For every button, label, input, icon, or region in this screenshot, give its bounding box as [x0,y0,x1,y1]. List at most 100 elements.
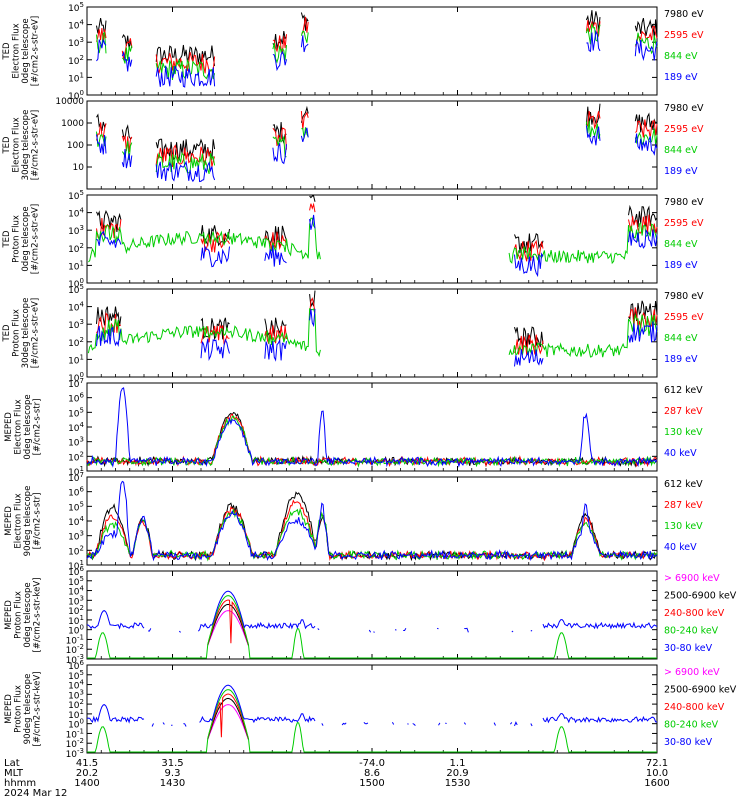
y-tick-label: 10000 [55,97,84,107]
footer-row-label: hhmm [4,778,36,789]
y-tick-label: 10 [73,163,85,173]
lat-value: 72.1 [646,758,668,769]
legend-entry: > 6900 keV [664,667,720,678]
footer-row-label: Lat [4,758,20,769]
y-tick-label: 105 [68,189,84,202]
y-axis-label-line: 0deg telescope [21,206,31,271]
y-axis-label-line: Electron Flux [13,493,23,548]
y-axis-label: MEPED Electron Flux 90deg telescope [#/cm2-… [4,486,43,557]
y-axis-label: TED Electron Flux 0deg telescope [#/cm2-s-s… [2,16,41,86]
legend-entry: 189 eV [664,260,698,271]
legend-entry: 240-800 keV [664,702,725,713]
lat-value: 41.5 [76,758,98,769]
series-line [96,125,658,183]
series-line [96,10,658,66]
series-line [207,697,249,740]
y-tick-label: 103 [68,436,84,449]
legend-entry: 40 keV [664,542,697,553]
footer-row-label: MLT [4,768,24,779]
series-line [96,103,658,161]
y-tick-label: 104 [68,421,84,434]
legend-entry: 2595 eV [664,312,704,323]
legend-entry: 7980 eV [664,103,704,114]
legend-entry: 844 eV [664,239,698,250]
y-tick-label: 102 [68,336,84,349]
legend-entry: 80-240 keV [664,626,719,637]
y-axis-label-line: TED [2,136,12,155]
series-line [207,704,249,740]
series-line [208,694,501,739]
y-tick-label: 101 [68,259,84,272]
y-axis-label-line: Electron Flux [11,23,21,78]
y-axis-label: MEPED Electron Flux 0deg telescope [#/cm2-s… [4,394,43,459]
legend-entry: 2595 eV [664,124,704,135]
y-tick-label: 102 [68,544,84,557]
series-line [96,290,658,348]
y-tick-label: 101 [68,353,84,366]
legend-entry: 189 eV [664,354,698,365]
y-tick-label: 104 [68,207,84,220]
hhmm-value: 1430 [160,778,185,789]
y-tick-label: 100 [67,141,84,151]
lat-value: 31.5 [161,758,183,769]
legend-entry: 30-80 keV [664,643,713,654]
y-axis-label-line: [#/cm2-s-str-eV] [30,298,40,368]
y-axis-label-line: 0deg telescope [23,582,33,647]
legend-entry: 2595 eV [664,30,704,41]
legend-entry: 7980 eV [664,9,704,20]
legend-entry: 844 eV [664,145,698,156]
y-axis-label-line: Proton Flux [11,215,21,263]
mlt-value: 20.9 [446,768,468,779]
y-axis-label-line: [#/cm2-s-str-keV] [32,578,42,653]
legend-entry: > 6900 keV [664,573,720,584]
series-line [86,491,658,562]
series-line [96,202,658,262]
legend-entry: 189 eV [664,166,698,177]
panel-frame [86,570,658,660]
legend-entry: 612 keV [664,479,703,490]
series-line [86,499,658,562]
legend-entry: 7980 eV [664,291,704,302]
y-axis-label-line: TED [2,42,12,61]
panel-frame [86,6,658,96]
y-axis-label-line: [#/cm2-s-str-eV] [30,16,40,86]
legend-entry: 30-80 keV [664,737,713,748]
y-tick-label: 102 [68,54,84,67]
y-tick-label: 103 [68,530,84,543]
y-tick-label: 105 [68,500,84,513]
y-axis-label-line: Electron Flux [13,399,23,454]
series-line [86,480,658,562]
legend-entry: 2595 eV [664,218,704,229]
series-line [208,600,622,645]
legend-entry: 80-240 keV [664,720,719,731]
mlt-value: 10.0 [646,768,668,779]
y-axis-label-line: 0deg telescope [21,18,31,83]
y-axis-label-line: [#/cm2-s-str-keV] [32,672,42,747]
y-axis-label-line: Proton Flux [13,591,23,639]
mlt-value: 9.3 [165,768,181,779]
y-tick-label: 101 [68,71,84,84]
y-axis-label-line: 90deg telescope [23,674,33,745]
y-axis-label-line: MEPED [4,506,14,536]
y-tick-label: 106 [68,392,84,405]
y-axis-label-line: 30deg telescope [21,298,31,369]
y-tick-label: 106 [68,486,84,499]
y-tick-label: 102 [68,242,84,255]
y-axis-label-line: [#/cm2-s-str-eV] [30,204,40,274]
panel-frame [86,664,658,754]
y-axis-label-line: MEPED [4,694,14,724]
series-line [96,30,658,88]
series-line [88,217,658,265]
panel-frame [86,476,658,566]
series-line [96,308,658,367]
mlt-value: 20.2 [76,768,98,779]
y-axis-label-line: 30deg telescope [21,110,31,181]
y-tick-label: 105 [68,1,84,14]
